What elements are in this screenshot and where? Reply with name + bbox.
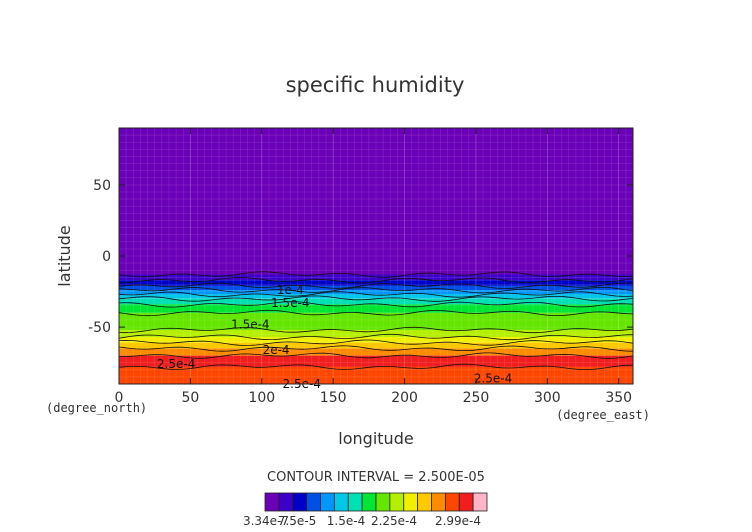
x-axis: 0 50 100 150 200 250 300 350	[115, 128, 632, 406]
y-axis: 50 0 -50	[88, 178, 633, 336]
colorbar-swatch	[347, 492, 363, 512]
x-tick-label: 100	[248, 390, 275, 406]
x-axis-label: longitude	[338, 429, 413, 448]
colorbar-swatch	[264, 492, 280, 512]
contour-line-11	[118, 345, 634, 352]
colorbar-label: 2.99e-4	[435, 514, 481, 528]
x-tick-label: 250	[463, 390, 490, 406]
heatmap-band-10	[119, 337, 633, 343]
contour-line-3	[118, 287, 634, 294]
heatmap-bands	[119, 128, 633, 384]
x-tick-label: 150	[320, 390, 347, 406]
contour-label: 2.5e-4	[474, 371, 512, 385]
x-unit-label: (degree_east)	[556, 408, 650, 422]
x-tick-label: 300	[534, 390, 561, 406]
heatmap-band-11	[119, 342, 633, 349]
y-tick-label: 0	[102, 249, 111, 265]
heatmap-band-13	[119, 355, 633, 367]
colorbar-label: 3.34e-7	[243, 514, 289, 528]
contour-line-2	[118, 282, 634, 289]
contour-line-4	[118, 291, 634, 298]
colorbar-label: 7.5e-5	[278, 514, 316, 528]
colorbar-labels: 3.34e-77.5e-5 1.5e-4 2.25e-4 2.99e-4	[243, 514, 481, 528]
colorbar-label: 2.25e-4	[371, 514, 417, 528]
heatmap-band-14	[119, 366, 633, 384]
x-tick-label: 0	[115, 390, 124, 406]
y-tick-label: 50	[93, 178, 111, 194]
contour-label: 1.5e-4	[271, 296, 309, 310]
contour-line-5	[118, 295, 634, 302]
colorbar-swatch	[333, 492, 349, 512]
heatmap-band-3	[119, 285, 633, 291]
y-unit-label: (degree_north)	[46, 401, 147, 415]
heatmap-band-6	[119, 298, 633, 305]
contour-interval-text: CONTOUR INTERVAL = 2.500E-05	[267, 470, 485, 485]
contour-line-13	[118, 363, 634, 370]
colorbar-swatch	[431, 492, 446, 512]
colorbar-swatch	[306, 492, 321, 512]
y-tick-label: -50	[88, 320, 111, 336]
heatmap-band-7	[119, 304, 633, 313]
chart-title: specific humidity	[286, 73, 465, 97]
contour-label: 2e-4	[263, 343, 290, 357]
contour-label: 1.5e-4	[231, 317, 269, 331]
contour-label: 2.5e-4	[157, 357, 195, 371]
y-axis-label: latitude	[55, 225, 74, 286]
colorbar-swatch	[361, 492, 377, 512]
heatmap-band-5	[119, 294, 633, 299]
x-tick-label: 200	[391, 390, 418, 406]
contour-line-10	[118, 339, 634, 346]
contour-line-0	[118, 271, 634, 278]
heatmap-band-8	[119, 312, 633, 330]
colorbar	[264, 492, 488, 512]
colorbar-swatch	[389, 492, 405, 512]
contour-labels: 1e-41.5e-41.5e-42e-42.5e-42.5e-42.5e-4	[118, 271, 634, 391]
contour-label: 1e-4	[277, 283, 304, 297]
heatmap-band-12	[119, 348, 633, 356]
contour-line-12	[118, 352, 634, 359]
colorbar-label: 1.5e-4	[327, 514, 365, 528]
x-tick-label: 350	[605, 390, 632, 406]
plot-area: 1e-41.5e-41.5e-42e-42.5e-42.5e-42.5e-4	[118, 127, 634, 391]
colorbar-swatch	[320, 492, 335, 512]
contour-line-1	[118, 276, 634, 284]
contour-line-8	[118, 326, 634, 334]
colorbar-swatch	[278, 492, 294, 512]
colorbar-swatch	[403, 492, 419, 512]
heatmap-band-9	[119, 329, 633, 338]
heatmap-band-4	[119, 290, 633, 295]
contour-line-6	[118, 301, 634, 308]
colorbar-swatch	[292, 492, 308, 512]
colorbar-swatch	[458, 492, 474, 512]
colorbar-swatch	[417, 492, 432, 512]
heatmap-band-0	[119, 128, 633, 275]
colorbar-swatch	[375, 492, 391, 512]
contour-line-7	[118, 309, 634, 317]
colorbar-swatch	[444, 492, 460, 512]
x-tick-label: 50	[181, 390, 199, 406]
heatmap-band-2	[119, 280, 633, 286]
colorbar-swatch	[472, 492, 488, 512]
contour-line-9	[118, 333, 634, 341]
